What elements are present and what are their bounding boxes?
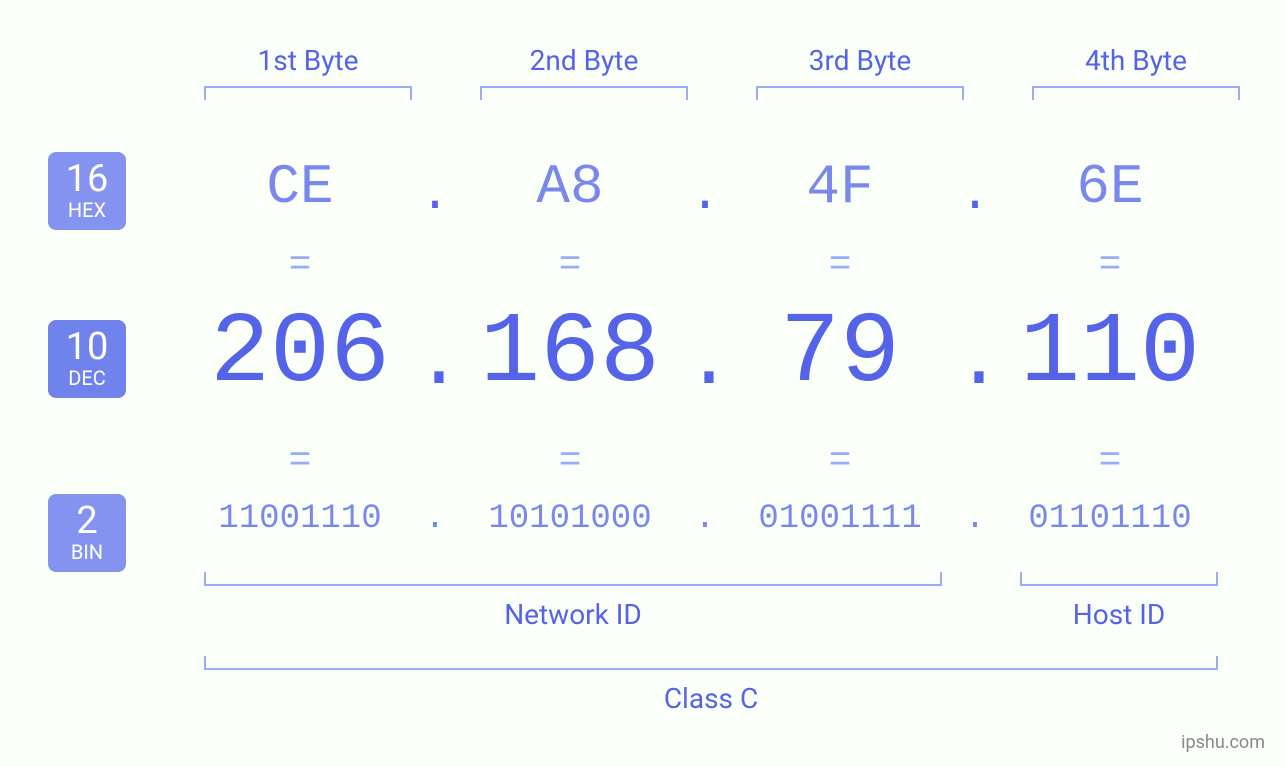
bracket-byte-4 [1032,86,1240,100]
eq-2-4: = [995,440,1225,483]
dec-dot-2: . [685,317,725,408]
eq-1-2: = [455,244,685,287]
hex-dot-3: . [955,167,995,224]
bracket-byte-2 [480,86,688,100]
host-id-label: Host ID [1020,598,1218,631]
ip-diagram: 1st Byte 2nd Byte 3rd Byte 4th Byte 16 H… [0,0,1285,767]
watermark: ipshu.com [1181,732,1265,753]
bin-dot-3: . [955,500,995,538]
bracket-class [204,656,1218,670]
dec-byte-4: 110 [995,298,1225,411]
class-label: Class C [204,682,1218,715]
byte-header-2: 2nd Byte [480,44,688,77]
badge-dec: 10 DEC [48,320,126,398]
badge-dec-num: 10 [66,328,109,366]
bin-dot-2: . [685,500,725,538]
row-eq-1: = = = = [185,244,1225,287]
dec-byte-1: 206 [185,298,415,411]
bracket-byte-3 [756,86,964,100]
row-hex: CE . A8 . 4F . 6E [185,155,1225,219]
hex-byte-3: 4F [725,155,955,219]
badge-bin-label: BIN [71,542,103,562]
byte-header-1: 1st Byte [204,44,412,77]
hex-dot-1: . [415,167,455,224]
hex-byte-4: 6E [995,155,1225,219]
eq-2-2: = [455,440,685,483]
dec-dot-3: . [955,317,995,408]
row-dec: 206 . 168 . 79 . 110 [185,298,1225,411]
bin-byte-1: 11001110 [185,500,415,538]
badge-hex: 16 HEX [48,152,126,230]
row-bin: 11001110 . 10101000 . 01001111 . 0110111… [185,500,1225,538]
dec-byte-2: 168 [455,298,685,411]
eq-1-1: = [185,244,415,287]
bin-byte-3: 01001111 [725,500,955,538]
dec-dot-1: . [415,317,455,408]
bin-byte-2: 10101000 [455,500,685,538]
hex-dot-2: . [685,167,725,224]
badge-hex-num: 16 [66,160,109,198]
badge-bin: 2 BIN [48,494,126,572]
eq-1-4: = [995,244,1225,287]
bin-byte-4: 01101110 [995,500,1225,538]
network-id-label: Network ID [204,598,942,631]
row-eq-2: = = = = [185,440,1225,483]
byte-header-4: 4th Byte [1032,44,1240,77]
bracket-host-id [1020,572,1218,586]
byte-header-3: 3rd Byte [756,44,964,77]
dec-byte-3: 79 [725,298,955,411]
eq-2-3: = [725,440,955,483]
bracket-network-id [204,572,942,586]
hex-byte-2: A8 [455,155,685,219]
badge-bin-num: 2 [76,502,97,540]
eq-1-3: = [725,244,955,287]
bracket-byte-1 [204,86,412,100]
eq-2-1: = [185,440,415,483]
badge-dec-label: DEC [68,368,106,388]
hex-byte-1: CE [185,155,415,219]
badge-hex-label: HEX [68,200,106,220]
bin-dot-1: . [415,500,455,538]
